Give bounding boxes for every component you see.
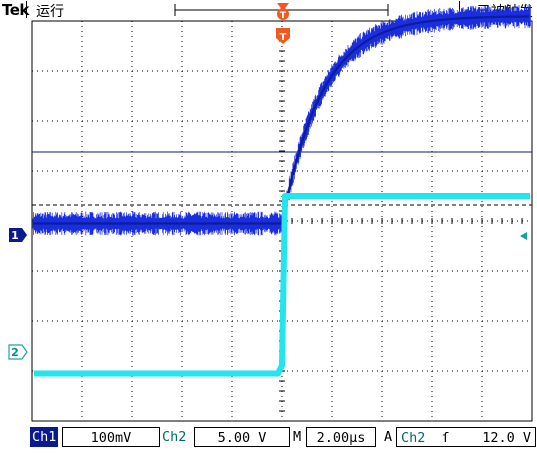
- trigger-time-marker[interactable]: T: [276, 28, 290, 44]
- timebase-label: M: [293, 429, 302, 445]
- ch2-scale[interactable]: 5.00 V: [194, 427, 290, 447]
- top-divider: [26, 1, 27, 18]
- ch1-scale[interactable]: 100mV: [62, 427, 160, 447]
- trigger-level: 12.0 V: [482, 430, 531, 446]
- ch2-label[interactable]: Ch2: [162, 429, 187, 445]
- trigger-position-icon: T: [277, 3, 289, 21]
- brand-logo: Tek: [2, 1, 29, 19]
- ch2-trace: [34, 193, 530, 377]
- ch1-label[interactable]: Ch1: [30, 427, 59, 447]
- readout-bar: Ch1 100mV Ch2 5.00 V M 2.00µs A Ch2 ſ 12…: [0, 426, 537, 448]
- trigger-label: A: [384, 429, 393, 445]
- trigger-top-label: T: [280, 11, 287, 21]
- ch2-ground-marker[interactable]: 2: [8, 344, 28, 360]
- ch1-trace-core: [33, 15, 530, 225]
- run-state: 运行: [36, 4, 64, 20]
- ch1-ground-marker[interactable]: 1: [9, 228, 27, 242]
- waveforms: [32, 4, 531, 377]
- trigger-settings[interactable]: Ch2 ſ 12.0 V: [396, 427, 536, 447]
- timebase-value[interactable]: 2.00µs: [306, 427, 376, 447]
- ch1-marker-label: 1: [11, 229, 19, 242]
- trigger-source: Ch2: [401, 430, 426, 446]
- trigger-slope-icon: ſ: [441, 430, 450, 446]
- trigger-marker-label: T: [280, 32, 287, 43]
- ch2-marker-label: 2: [11, 346, 19, 359]
- trigger-level-icon[interactable]: [520, 232, 527, 240]
